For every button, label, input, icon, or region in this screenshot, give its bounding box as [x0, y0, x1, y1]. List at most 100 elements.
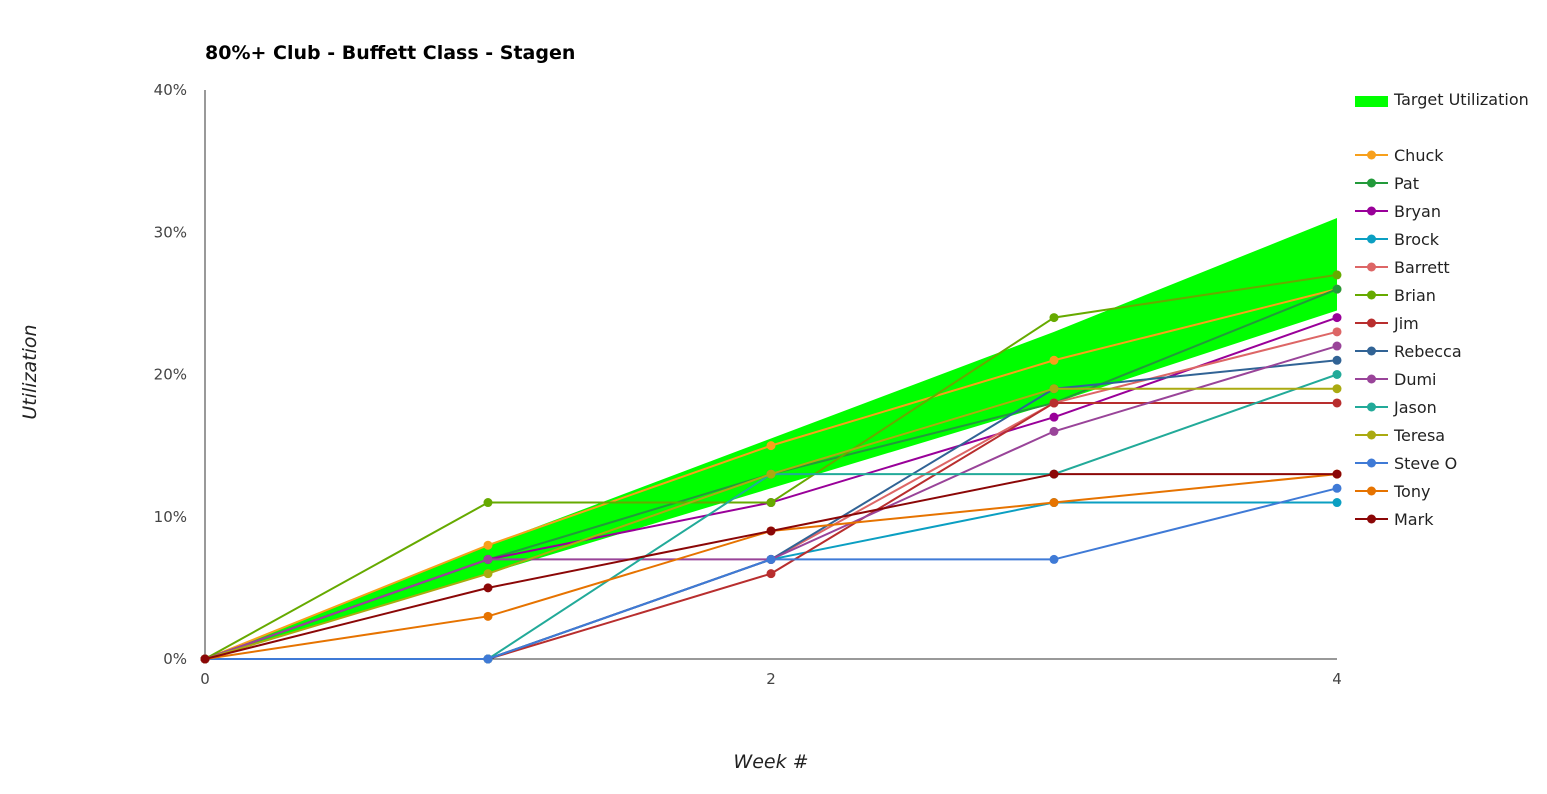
data-point-steve-o[interactable] — [1049, 554, 1059, 564]
data-point-brian[interactable] — [1332, 270, 1342, 280]
legend-label: Bryan — [1394, 202, 1441, 221]
series-teresa — [200, 384, 1342, 664]
data-point-teresa[interactable] — [1049, 384, 1059, 394]
x-tick-label: 2 — [766, 670, 776, 688]
x-tick-label: 0 — [200, 670, 210, 688]
legend-label: Jim — [1393, 314, 1419, 333]
legend-label: Mark — [1394, 510, 1434, 529]
data-point-brian[interactable] — [1049, 313, 1059, 323]
legend[interactable]: Target Utilization Chuck Pat Bryan Brock Barr… — [1355, 90, 1529, 529]
data-point-chuck[interactable] — [483, 540, 493, 550]
legend-swatch-marker — [1367, 262, 1376, 272]
data-point-tony[interactable] — [1049, 498, 1059, 508]
data-point-dumi[interactable] — [1332, 341, 1342, 351]
legend-swatch-marker — [1367, 178, 1376, 188]
legend-item-barrett[interactable]: Barrett — [1355, 258, 1450, 277]
data-point-mark[interactable] — [1332, 469, 1342, 479]
legend-label: Jason — [1393, 398, 1437, 417]
data-point-brian[interactable] — [766, 498, 776, 508]
data-point-brock[interactable] — [1332, 498, 1342, 508]
series-mark — [200, 469, 1342, 664]
data-point-steve-o[interactable] — [1332, 483, 1342, 493]
legend-label: Chuck — [1394, 146, 1444, 165]
legend-label: Rebecca — [1394, 342, 1462, 361]
series-layer — [200, 270, 1342, 664]
series-jason — [200, 370, 1342, 664]
legend-item-pat[interactable]: Pat — [1355, 174, 1419, 193]
data-point-dumi[interactable] — [483, 554, 493, 564]
x-tick-label: 4 — [1332, 670, 1342, 688]
legend-item-jason[interactable]: Jason — [1355, 398, 1437, 417]
y-ticks: 0% 10% 20% 30% 40% — [154, 81, 187, 668]
data-point-steve-o[interactable] — [483, 654, 493, 664]
data-point-tony[interactable] — [483, 611, 493, 621]
legend-swatch-band — [1355, 96, 1388, 107]
legend-item-chuck[interactable]: Chuck — [1355, 146, 1444, 165]
legend-item-target-utilization[interactable]: Target Utilization — [1355, 90, 1529, 109]
x-axis-title: Week # — [733, 751, 808, 773]
x-ticks: 0 2 4 — [200, 670, 1342, 688]
series-brock — [200, 498, 1342, 664]
legend-swatch-marker — [1367, 430, 1376, 440]
legend-item-jim[interactable]: Jim — [1355, 314, 1419, 333]
series-line-brock — [205, 501, 1337, 660]
legend-swatch-marker — [1367, 514, 1376, 524]
chart-title: 80%+ Club - Buffett Class - Stagen — [205, 42, 575, 64]
legend-label: Brock — [1394, 230, 1440, 249]
series-line-teresa — [204, 387, 1337, 660]
legend-label: Barrett — [1394, 258, 1450, 277]
data-point-chuck[interactable] — [766, 441, 776, 451]
data-point-teresa[interactable] — [766, 469, 776, 479]
data-point-teresa[interactable] — [1332, 384, 1342, 394]
data-point-jim[interactable] — [766, 569, 776, 579]
data-point-pat[interactable] — [1332, 284, 1342, 294]
legend-item-dumi[interactable]: Dumi — [1355, 370, 1437, 389]
data-point-rebecca[interactable] — [1332, 355, 1342, 365]
legend-swatch-marker — [1367, 206, 1376, 216]
series-line-rebecca — [205, 359, 1338, 660]
data-point-barrett[interactable] — [1332, 327, 1342, 337]
y-tick-label: 40% — [154, 81, 187, 99]
series-steve-o — [200, 483, 1342, 664]
data-point-bryan[interactable] — [1332, 313, 1342, 323]
legend-item-steve-o[interactable]: Steve O — [1355, 454, 1457, 473]
data-point-jim[interactable] — [1049, 398, 1059, 408]
y-tick-label: 0% — [163, 650, 187, 668]
legend-label: Teresa — [1393, 426, 1445, 445]
series-line-barrett — [205, 330, 1338, 660]
data-point-dumi[interactable] — [1049, 426, 1059, 436]
data-point-teresa[interactable] — [483, 569, 493, 579]
data-point-jason[interactable] — [1332, 370, 1342, 379]
data-point-bryan[interactable] — [1049, 412, 1059, 422]
legend-swatch-marker — [1367, 346, 1376, 356]
legend-label: Target Utilization — [1393, 90, 1529, 109]
legend-item-bryan[interactable]: Bryan — [1355, 202, 1441, 221]
data-point-mark[interactable] — [483, 583, 493, 593]
legend-item-brock[interactable]: Brock — [1355, 230, 1440, 249]
legend-label: Pat — [1394, 174, 1419, 193]
data-point-steve-o[interactable] — [766, 554, 776, 564]
target-utilization-band — [205, 218, 1337, 659]
y-tick-label: 30% — [154, 223, 187, 241]
legend-swatch-marker — [1367, 150, 1376, 160]
legend-label: Steve O — [1394, 454, 1457, 473]
legend-swatch-marker — [1367, 374, 1376, 384]
legend-item-tony[interactable]: Tony — [1355, 482, 1430, 501]
data-point-mark[interactable] — [200, 654, 210, 664]
data-point-chuck[interactable] — [1049, 355, 1059, 365]
legend-swatch-marker — [1367, 402, 1376, 412]
data-point-mark[interactable] — [1049, 469, 1059, 479]
legend-item-brian[interactable]: Brian — [1355, 286, 1436, 305]
legend-label: Dumi — [1394, 370, 1437, 389]
legend-swatch-marker — [1367, 234, 1376, 244]
legend-item-rebecca[interactable]: Rebecca — [1355, 342, 1462, 361]
data-point-jim[interactable] — [1332, 398, 1342, 408]
legend-swatch-marker — [1367, 318, 1376, 328]
data-point-brian[interactable] — [483, 498, 493, 508]
legend-swatch-marker — [1367, 290, 1376, 300]
legend-label: Tony — [1393, 482, 1430, 501]
data-point-mark[interactable] — [766, 526, 776, 536]
legend-item-mark[interactable]: Mark — [1355, 510, 1434, 529]
legend-item-teresa[interactable]: Teresa — [1355, 426, 1445, 445]
